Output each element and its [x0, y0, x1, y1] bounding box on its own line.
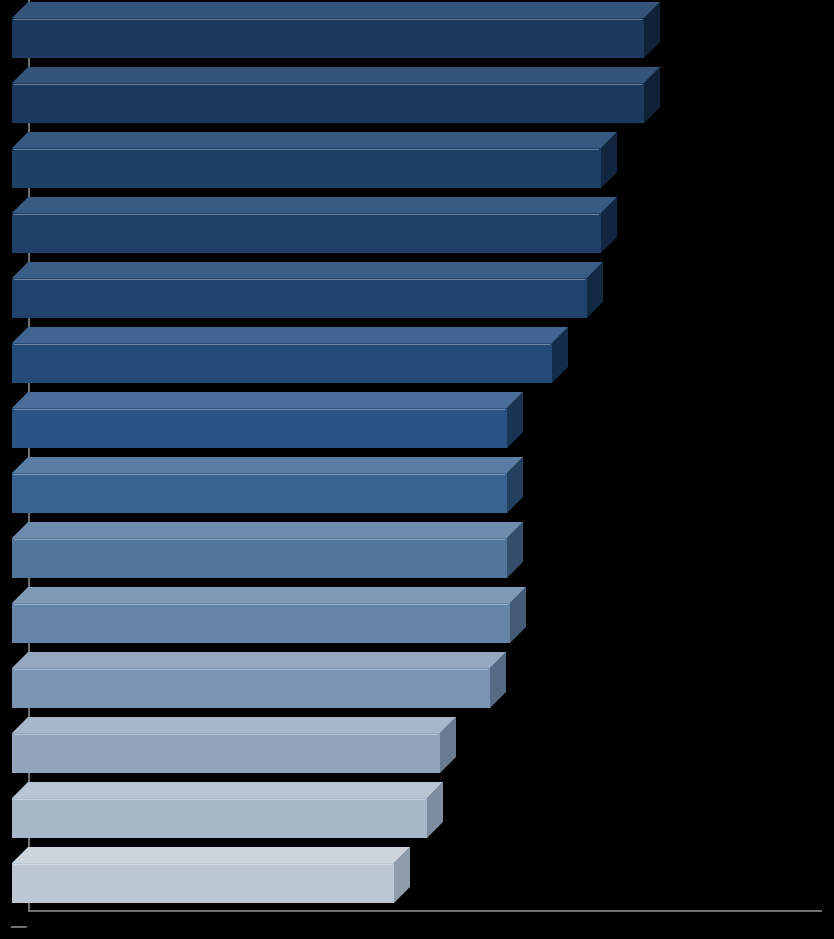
- bar-11: [12, 668, 506, 724]
- bar-top-face: [12, 717, 456, 733]
- bar-top-face: [12, 587, 526, 603]
- bar-2: [12, 83, 660, 139]
- plot-area: [12, 6, 806, 926]
- bar-front-face: [12, 473, 507, 513]
- bar-10: [12, 603, 526, 659]
- bar-front-face: [12, 278, 587, 318]
- bar-6: [12, 343, 568, 399]
- bar-13: [12, 798, 443, 854]
- bar-top-face: [12, 262, 603, 278]
- bar-top-face: [12, 782, 443, 798]
- bar-front-face: [12, 148, 601, 188]
- bar-top-face: [12, 197, 617, 213]
- bar-top-face: [12, 652, 506, 668]
- bar-14: [12, 863, 410, 919]
- bar-top-face: [12, 2, 660, 18]
- bar-front-face: [12, 343, 552, 383]
- bar-front-face: [12, 538, 507, 578]
- bar-front-face: [12, 18, 644, 58]
- bar-9: [12, 538, 523, 594]
- bar-front-face: [12, 213, 601, 253]
- bar-front-face: [12, 408, 507, 448]
- bar-8: [12, 473, 523, 529]
- bar-front-face: [12, 798, 427, 838]
- horizontal-bar-chart: [0, 0, 834, 939]
- bar-7: [12, 408, 523, 464]
- bar-top-face: [12, 392, 523, 408]
- bar-top-face: [12, 457, 523, 473]
- bar-top-face: [12, 847, 410, 863]
- bar-front-face: [12, 668, 490, 708]
- bar-top-face: [12, 132, 617, 148]
- bar-front-face: [12, 83, 644, 123]
- bar-top-face: [12, 327, 568, 343]
- bar-5: [12, 278, 603, 334]
- bar-4: [12, 213, 617, 269]
- bar-front-face: [12, 733, 440, 773]
- bar-3: [12, 148, 617, 204]
- bar-front-face: [12, 863, 394, 903]
- bar-12: [12, 733, 456, 789]
- bar-front-face: [12, 603, 510, 643]
- bar-top-face: [12, 522, 523, 538]
- bar-1: [12, 18, 660, 74]
- axis-depth-edge: [10, 926, 28, 928]
- bar-top-face: [12, 67, 660, 83]
